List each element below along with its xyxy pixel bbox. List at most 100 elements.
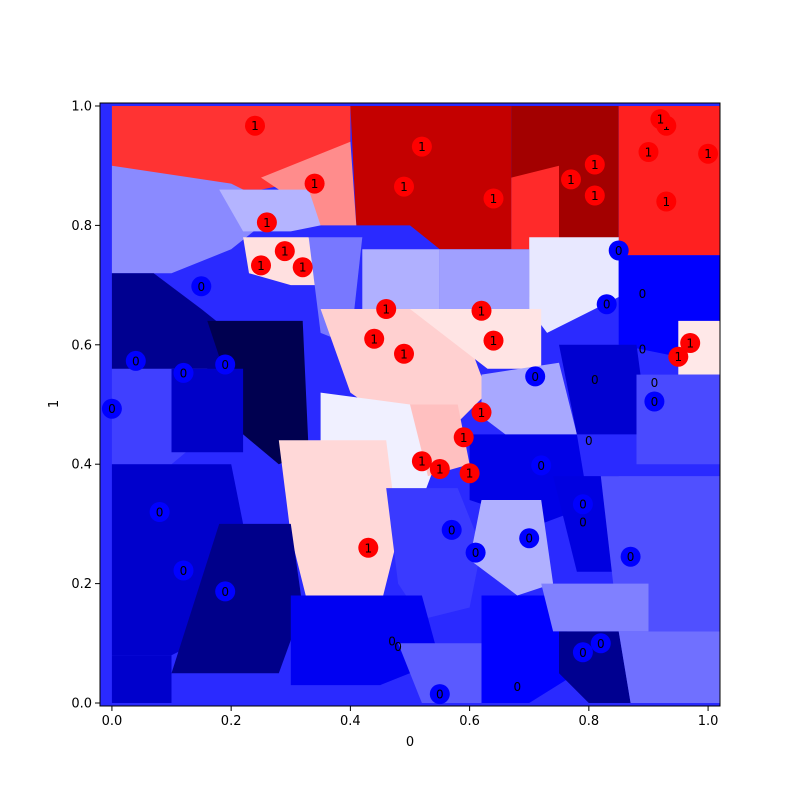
y-axis-label: 1 [47,400,62,408]
point-class-1-12 [638,142,659,162]
point-label-0-18: 0 [597,637,605,651]
point-class-0-18 [590,633,611,654]
point-label-0-hidden-7: 0 [394,640,402,654]
point-label-0-8: 0 [108,402,116,416]
point-class-1-7 [251,255,271,276]
point-class-0-2 [596,294,617,315]
point-class-1-27 [429,459,450,479]
point-label-1-6: 1 [281,245,289,259]
point-label-1-24: 1 [478,406,486,420]
point-label-0-hidden-4: 0 [585,434,593,448]
point-label-0-19: 0 [579,646,587,660]
point-label-0-4: 0 [180,366,188,380]
point-label-1-15: 1 [704,147,712,161]
point-label-1-3: 1 [311,177,319,191]
point-label-1-8: 1 [299,261,307,275]
background-region-3 [511,165,559,250]
point-class-0-20 [429,684,450,705]
point-class-0-10 [441,519,462,540]
y-tick-label-1: 0.2 [71,577,92,592]
background-region-34 [290,595,440,686]
y-tick-label-4: 0.8 [71,219,92,234]
point-class-1-4 [483,188,504,209]
point-label-1-20: 1 [478,304,486,318]
x-tick-label-3: 0.6 [459,714,480,729]
point-label-0-hidden-1: 0 [639,343,647,357]
point-class-1-8 [292,257,313,278]
point-label-1-5: 1 [263,216,271,230]
point-label-0-5: 0 [221,358,229,372]
point-class-1-22 [680,333,701,353]
point-label-1-17: 1 [382,303,390,317]
point-label-1-18: 1 [370,332,378,346]
point-label-0-0: 0 [197,280,205,294]
point-class-0-15 [173,560,194,581]
y-tick-label-2: 0.4 [71,458,92,473]
point-label-0-12: 0 [525,532,533,546]
point-class-1-24 [471,402,492,423]
point-label-0-13: 0 [579,498,587,512]
axis-ticks: 0.0 0.2 0.4 0.6 0.8 1.0 0.0 0.2 0.4 0.6 0.8 1.0 [71,99,718,729]
point-label-0-16: 0 [221,585,229,599]
point-class-1-15 [698,143,719,164]
point-label-0-15: 0 [180,564,188,578]
background-region-16 [207,320,309,465]
background-region-20 [410,309,542,369]
background-region-11 [439,249,530,309]
point-class-1-19 [394,343,414,364]
point-label-1-25: 1 [460,431,468,445]
scatter-points: 1111111111111111111111111111110000000000… [101,109,719,705]
point-label-0-17: 0 [627,550,635,564]
point-label-1-21: 1 [490,334,498,348]
point-label-1-10: 1 [591,158,599,172]
point-class-1-21 [483,330,504,351]
background-regions [100,103,720,706]
x-tick-label-1: 0.2 [221,714,242,729]
point-label-1-1: 1 [418,140,426,154]
point-class-1-25 [453,427,474,448]
background-region-40 [111,655,172,703]
point-class-0-1 [608,240,629,261]
point-class-0-0 [191,276,212,297]
background-region-24 [559,344,649,435]
point-class-1-6 [274,241,295,262]
background-region-19 [320,309,488,435]
point-label-0-3: 0 [132,354,140,368]
point-class-1-29 [358,537,379,558]
point-label-1-9: 1 [567,173,575,187]
point-class-1-1 [411,136,432,157]
point-label-0-hidden-5: 0 [579,516,587,530]
point-class-1-11 [584,185,605,206]
point-label-1-28: 1 [466,467,474,481]
point-label-1-4: 1 [490,192,498,206]
point-label-0-hidden-2: 0 [651,376,659,390]
point-label-0-14: 0 [156,506,164,520]
point-class-0-8 [101,398,122,419]
background-region-25 [636,374,720,465]
point-class-0-17 [620,546,641,567]
background-region-7 [219,189,321,232]
point-label-1-16: 1 [662,195,670,209]
point-label-0-hidden-0: 0 [639,287,647,301]
point-class-1-20 [471,300,492,321]
point-class-0-4 [173,362,194,383]
y-tick-label-3: 0.6 [71,338,92,353]
background-region-27 [278,440,399,608]
point-class-1-5 [256,212,277,233]
background-region-39 [618,631,720,703]
point-class-1-23 [668,346,689,367]
point-label-0-hidden-6: 0 [388,634,396,648]
x-tick-label-2: 0.4 [340,714,361,729]
background-region-33 [171,523,303,674]
point-class-0-14 [149,502,170,522]
point-class-0-11 [465,542,486,563]
point-class-1-10 [584,154,605,175]
point-class-0-5 [215,354,236,375]
point-label-1-29: 1 [364,541,372,555]
point-label-0-11: 0 [472,546,480,560]
point-class-1-26 [411,451,432,472]
point-class-1-14 [650,109,671,130]
point-label-0-7: 0 [651,395,659,409]
point-label-0-2: 0 [603,298,611,312]
